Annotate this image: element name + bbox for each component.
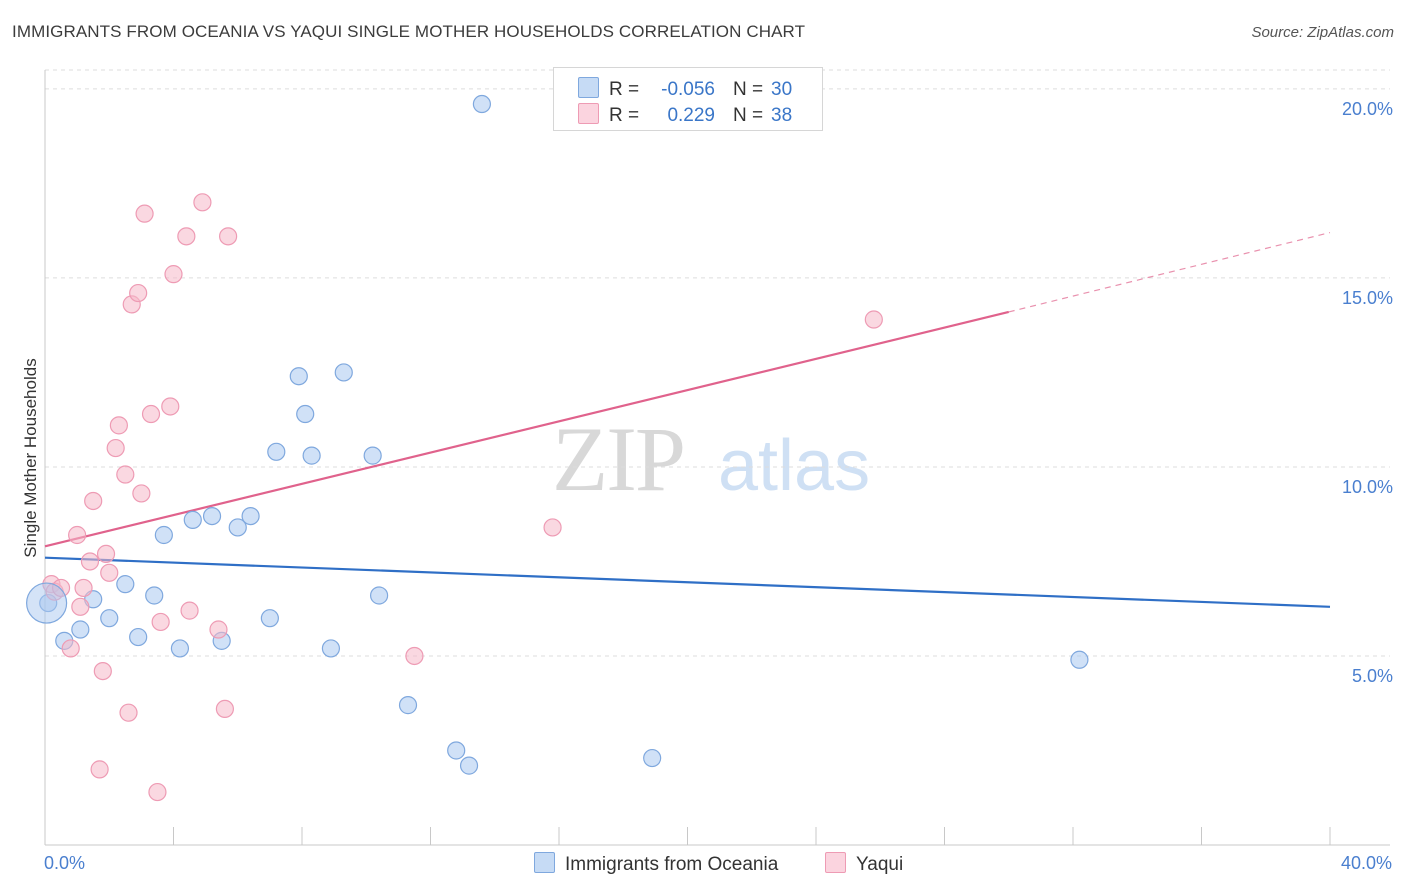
legend-r-label: R = bbox=[609, 79, 640, 100]
bottom-legend-label-yaqui: Yaqui bbox=[856, 854, 904, 875]
point-yaqui bbox=[71, 597, 90, 616]
point-oceania bbox=[116, 575, 135, 594]
point-yaqui bbox=[148, 782, 167, 802]
point-yaqui bbox=[93, 661, 112, 681]
watermark-zip: ZIP bbox=[552, 408, 684, 510]
point-yaqui bbox=[106, 438, 125, 458]
point-oceania bbox=[643, 748, 662, 768]
point-oceania bbox=[202, 506, 222, 526]
source-credit: Source: ZipAtlas.com bbox=[1251, 24, 1394, 41]
data-points bbox=[26, 94, 1089, 802]
y-tick-labels: 5.0% 10.0% 15.0% 20.0% bbox=[1342, 99, 1393, 686]
legend-swatch-oceania bbox=[578, 77, 599, 98]
point-oceania-cluster bbox=[26, 582, 68, 624]
point-oceania bbox=[228, 518, 247, 537]
point-yaqui bbox=[180, 601, 199, 620]
axes bbox=[44, 70, 1390, 846]
point-yaqui bbox=[177, 227, 196, 246]
bottom-legend-oceania: Immigrants from Oceania bbox=[534, 852, 778, 876]
point-yaqui bbox=[90, 760, 109, 779]
point-oceania bbox=[154, 525, 173, 545]
point-yaqui bbox=[61, 639, 80, 658]
trend-line-oceania bbox=[44, 556, 1331, 608]
legend-swatch-yaqui bbox=[578, 103, 599, 124]
point-oceania bbox=[260, 609, 279, 628]
legend-row-yaqui: R = 0.229 N = 38 bbox=[578, 103, 792, 127]
point-yaqui bbox=[141, 404, 161, 424]
point-yaqui bbox=[129, 283, 148, 303]
point-yaqui bbox=[161, 397, 180, 416]
point-oceania bbox=[472, 94, 491, 114]
chart-title: IMMIGRANTS FROM OCEANIA VS YAQUI SINGLE … bbox=[12, 22, 806, 41]
point-oceania bbox=[296, 404, 315, 424]
point-yaqui bbox=[68, 525, 87, 545]
point-oceania bbox=[100, 609, 119, 628]
point-yaqui bbox=[219, 227, 238, 246]
legend-n-label: N = bbox=[733, 105, 764, 126]
legend-r-value: -0.056 bbox=[661, 79, 715, 100]
point-yaqui bbox=[135, 204, 154, 223]
point-yaqui bbox=[74, 578, 93, 598]
y-tick-label: 5.0% bbox=[1352, 666, 1393, 686]
legend-row-oceania: R = -0.056 N = 30 bbox=[578, 77, 792, 101]
point-yaqui bbox=[100, 563, 119, 582]
legend-n-value: 30 bbox=[771, 79, 793, 100]
gridlines bbox=[45, 69, 1390, 657]
point-oceania bbox=[363, 446, 382, 465]
y-tick-label: 15.0% bbox=[1342, 288, 1393, 308]
point-yaqui bbox=[164, 265, 183, 284]
point-yaqui bbox=[151, 612, 170, 632]
point-oceania bbox=[145, 586, 164, 605]
watermark: ZIP atlas bbox=[552, 408, 870, 510]
point-oceania bbox=[302, 446, 321, 465]
x-ticks bbox=[173, 827, 1331, 845]
correlation-legend: R = -0.056 N = 30 R = 0.229 N = 38 bbox=[553, 67, 823, 131]
y-tick-label: 20.0% bbox=[1342, 99, 1393, 119]
point-yaqui bbox=[405, 646, 424, 666]
legend-r-label: R = bbox=[609, 105, 640, 126]
bottom-legend-label-oceania: Immigrants from Oceania bbox=[565, 854, 779, 875]
point-oceania bbox=[398, 696, 418, 715]
point-oceania bbox=[129, 627, 148, 647]
point-yaqui bbox=[119, 703, 138, 722]
point-yaqui bbox=[84, 491, 103, 511]
bottom-legend-yaqui: Yaqui bbox=[825, 852, 903, 876]
y-axis-label: Single Mother Households bbox=[21, 358, 40, 557]
point-oceania bbox=[183, 510, 202, 529]
point-yaqui bbox=[864, 310, 883, 329]
bottom-legend-swatch-yaqui bbox=[825, 852, 846, 873]
point-oceania bbox=[71, 620, 90, 639]
x-tick-label-max: 40.0% bbox=[1341, 853, 1392, 873]
point-yaqui bbox=[193, 193, 212, 212]
point-oceania bbox=[447, 741, 466, 760]
point-yaqui bbox=[209, 620, 228, 639]
point-yaqui bbox=[109, 416, 128, 435]
point-oceania bbox=[241, 506, 260, 526]
point-oceania bbox=[1070, 650, 1089, 669]
legend-n-label: N = bbox=[733, 79, 764, 100]
point-oceania bbox=[289, 367, 308, 386]
legend-r-value: 0.229 bbox=[667, 105, 715, 126]
watermark-atlas: atlas bbox=[718, 426, 870, 506]
trend-line-yaqui-extension bbox=[1008, 231, 1331, 313]
bottom-legend-swatch-oceania bbox=[534, 852, 555, 873]
legend-n-value: 38 bbox=[771, 105, 793, 126]
point-yaqui bbox=[116, 465, 135, 484]
point-oceania bbox=[321, 639, 341, 658]
trend-lines bbox=[44, 231, 1331, 608]
point-yaqui bbox=[96, 544, 116, 564]
point-oceania bbox=[459, 756, 479, 775]
point-oceania bbox=[267, 442, 286, 461]
x-tick-label-min: 0.0% bbox=[44, 853, 85, 873]
point-yaqui bbox=[215, 699, 234, 719]
point-oceania bbox=[334, 363, 353, 382]
point-oceania bbox=[370, 586, 389, 605]
point-yaqui bbox=[543, 518, 562, 537]
trend-line-yaqui bbox=[44, 310, 1010, 548]
point-yaqui bbox=[132, 484, 151, 503]
point-oceania bbox=[170, 639, 190, 658]
y-tick-label: 10.0% bbox=[1342, 477, 1393, 497]
point-yaqui bbox=[80, 552, 100, 571]
